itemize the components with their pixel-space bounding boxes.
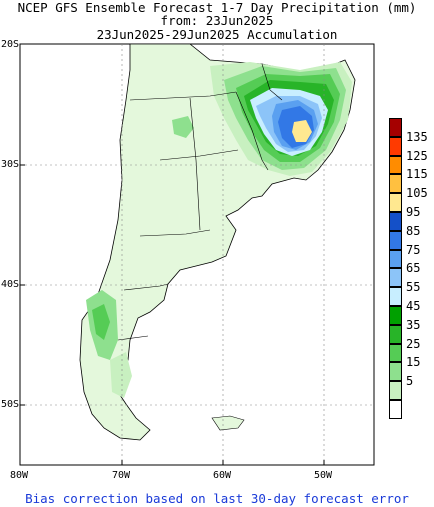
- legend-swatch: [389, 212, 402, 231]
- map-title: NCEP GFS Ensemble Forecast 1-7 Day Preci…: [17, 0, 417, 15]
- legend-swatch: [389, 400, 402, 419]
- legend-swatch: [389, 230, 402, 250]
- precip-patch-patagonia: [110, 352, 132, 398]
- legend-swatch: [389, 324, 402, 344]
- legend-label: 45: [406, 299, 421, 313]
- legend-label: 35: [406, 317, 421, 332]
- legend-swatch: [389, 193, 402, 212]
- lat-label-50s: 50S: [1, 399, 20, 410]
- legend-swatch: [389, 268, 402, 288]
- lon-label-60w: 60W: [213, 470, 232, 481]
- legend-swatch: [389, 118, 402, 137]
- legend-swatch: [389, 155, 402, 175]
- legend-label: 135: [406, 129, 428, 144]
- axis-ticks: [20, 164, 325, 465]
- legend-label: 75: [406, 242, 421, 257]
- bias-correction-note: Bias correction based on last 30-day for…: [25, 491, 409, 506]
- map-subtitle-period: 23Jun2025-29Jun2025 Accumulation: [96, 27, 338, 42]
- falkland-islands: [211, 415, 245, 431]
- lat-label-30s: 30S: [1, 159, 20, 170]
- legend-label: 25: [406, 336, 421, 351]
- map-subtitle-from: from: 23Jun2025: [160, 13, 274, 28]
- gridlines: [20, 44, 374, 465]
- lon-label-50w: 50W: [314, 470, 333, 481]
- legend-label: 15: [406, 355, 421, 370]
- legend-swatch: [389, 306, 402, 325]
- legend-swatch: [389, 249, 402, 269]
- lat-label-40s: 40S: [1, 279, 20, 290]
- legend-label: 5: [406, 374, 414, 389]
- precip-patch-nw: [172, 116, 194, 138]
- lon-label-80w: 80W: [10, 470, 29, 481]
- legend-swatch: [389, 362, 402, 382]
- political-borders: [117, 63, 283, 341]
- legend-swatch: [389, 381, 402, 400]
- lat-label-20s: 20S: [1, 39, 20, 50]
- legend-swatch: [389, 174, 402, 194]
- legend-label: 85: [406, 223, 421, 238]
- legend-swatch: [389, 287, 402, 306]
- legend-swatch: [389, 343, 402, 363]
- legend-label: 115: [406, 167, 428, 182]
- lon-label-70w: 70W: [112, 470, 131, 481]
- legend-label: 55: [406, 280, 421, 295]
- legend-label: 65: [406, 261, 421, 276]
- precip-max: [292, 120, 312, 142]
- legend-swatch: [389, 136, 402, 156]
- precip-patch-sw-coast-inner: [92, 304, 110, 340]
- legend-label: 95: [406, 205, 421, 219]
- legend-label: 105: [406, 186, 428, 201]
- legend-label: 125: [406, 148, 428, 163]
